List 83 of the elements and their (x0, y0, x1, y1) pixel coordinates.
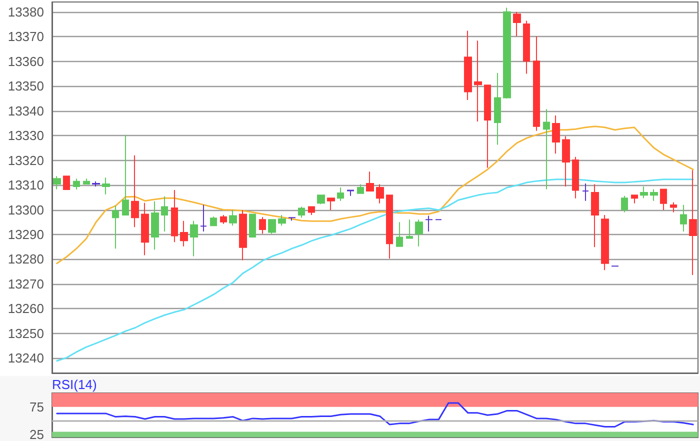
candlestick (494, 72, 501, 146)
candlestick (161, 196, 168, 232)
candlestick (562, 136, 570, 188)
candlestick (621, 195, 628, 213)
candlestick (220, 214, 227, 224)
y-tick-label: 13380 (8, 4, 44, 20)
candlestick (171, 189, 178, 243)
y-tick-label: 13270 (8, 276, 44, 292)
candlestick (63, 176, 70, 190)
y-tick-label: 13310 (8, 178, 44, 193)
y-tick-label: 13320 (8, 152, 44, 168)
candlestick (337, 187, 344, 202)
candlestick (190, 220, 198, 257)
candlestick (102, 177, 110, 195)
candlestick (83, 178, 90, 185)
candlestick (484, 84, 491, 168)
y-tick-label: 13340 (8, 103, 44, 118)
candlestick (249, 214, 256, 238)
candlestick (533, 36, 540, 132)
y-tick-label: 25 (30, 427, 44, 441)
candlestick (680, 204, 687, 232)
line-series (56, 126, 694, 264)
candlestick (327, 198, 335, 211)
candlestick (464, 30, 472, 100)
candlestick (308, 206, 315, 216)
y-tick-label: 13350 (8, 78, 44, 94)
candlestick (210, 216, 217, 227)
candlestick (386, 194, 393, 259)
candlestick (396, 222, 403, 247)
candlestick (503, 7, 511, 99)
candlestick (259, 216, 266, 234)
y-tick-label: 13330 (8, 128, 44, 144)
candlestick (347, 190, 354, 196)
y-tick-label: 13300 (8, 202, 44, 218)
candlestick (200, 204, 207, 232)
candlestick (406, 219, 413, 239)
candlestick (180, 220, 188, 247)
candlestick (689, 170, 697, 276)
candlestick (357, 184, 364, 194)
candlestick (650, 188, 658, 202)
y-tick-label: 13290 (8, 226, 44, 242)
candlestick (366, 171, 374, 192)
line-series (56, 402, 694, 428)
candlestick (151, 200, 159, 250)
y-tick-label: 13260 (8, 301, 44, 316)
candlestick (513, 11, 521, 37)
candlestick (239, 210, 247, 261)
candlestick (660, 188, 667, 211)
candlestick (298, 206, 305, 218)
candlestick (278, 214, 286, 226)
candlestick (474, 40, 482, 122)
y-tick-label: 13240 (8, 350, 44, 366)
candlestick (631, 194, 638, 204)
candlestick (425, 215, 433, 232)
candlestick (376, 184, 384, 204)
candlestick (288, 217, 296, 222)
candlestick (591, 184, 599, 248)
candlestick (601, 214, 609, 271)
candlestick (92, 180, 100, 188)
candlestick (122, 134, 129, 216)
candlestick (53, 176, 61, 190)
candlestick (229, 210, 237, 226)
candlestick (670, 202, 677, 213)
candlestick (112, 205, 119, 250)
candlestick (582, 183, 589, 202)
candlestick (572, 156, 579, 199)
candlestick (640, 186, 648, 199)
y-tick-label: 75 (30, 399, 44, 414)
candlestick (523, 20, 530, 74)
candlestick (317, 194, 325, 205)
y-tick-label: 13370 (8, 29, 44, 44)
candlestick (141, 202, 149, 256)
candlestick (73, 178, 80, 190)
candlestick (268, 219, 276, 234)
line-series (56, 178, 694, 362)
candlestick (131, 154, 139, 228)
candlestick (552, 115, 560, 154)
y-tick-label: 13360 (8, 54, 44, 69)
candlestick (543, 108, 550, 190)
y-tick-label: 13250 (8, 326, 44, 341)
chart-title: RSI(14) (52, 377, 97, 392)
candlestick (415, 219, 423, 247)
y-tick-label: 13280 (8, 252, 44, 267)
